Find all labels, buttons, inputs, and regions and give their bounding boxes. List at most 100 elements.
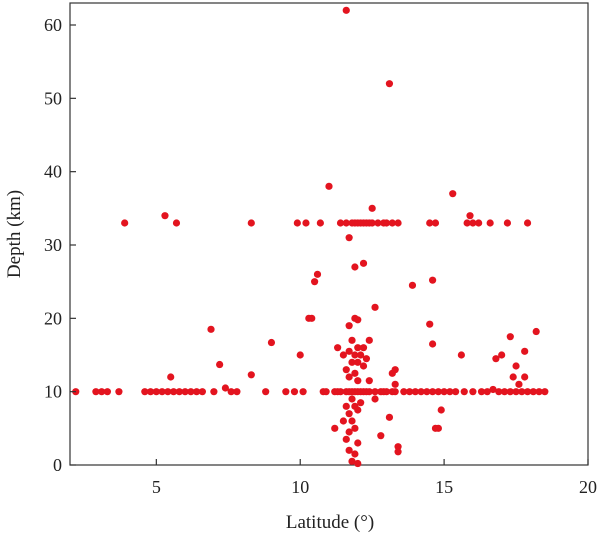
data-point [170, 388, 178, 396]
data-point [357, 351, 365, 359]
data-point [198, 388, 206, 396]
data-point [193, 388, 201, 396]
x-tick-label: 5 [152, 477, 161, 497]
data-point [146, 388, 155, 396]
data-point [469, 388, 477, 396]
data-point [426, 320, 434, 328]
data-point [535, 388, 543, 396]
data-point [227, 388, 235, 396]
data-point [348, 457, 356, 465]
data-point [408, 281, 417, 289]
data-point [172, 219, 181, 227]
plot-frame [69, 2, 589, 466]
data-point [351, 263, 359, 271]
data-point [342, 6, 350, 14]
data-point [345, 322, 353, 330]
x-tick-label: 20 [579, 477, 597, 497]
data-point [477, 388, 486, 396]
data-point [354, 316, 362, 324]
data-point [475, 219, 483, 227]
data-point [463, 219, 471, 227]
data-point [336, 388, 345, 396]
data-point [440, 388, 448, 396]
data-point [345, 373, 353, 381]
data-point [466, 212, 474, 220]
data-point [334, 344, 342, 352]
data-point [394, 448, 402, 456]
data-point [515, 380, 523, 388]
data-point [299, 388, 307, 396]
data-point [368, 219, 376, 227]
data-point [434, 424, 442, 432]
data-point [394, 443, 402, 451]
data-point [233, 388, 241, 396]
y-tick-label: 20 [44, 308, 62, 328]
data-point [362, 355, 371, 363]
data-point [359, 344, 368, 352]
data-points [72, 6, 549, 468]
data-point [141, 388, 149, 396]
x-tick-label: 15 [435, 477, 453, 497]
data-point [354, 459, 362, 468]
data-point [446, 388, 454, 396]
data-point [336, 219, 345, 227]
data-point [457, 351, 465, 359]
x-tick-label: 10 [291, 477, 309, 497]
y-tick-label: 50 [44, 88, 62, 108]
data-point [348, 417, 356, 425]
data-point [469, 219, 477, 227]
y-tick-label: 0 [53, 455, 62, 475]
data-point [348, 358, 356, 366]
data-point [342, 219, 350, 227]
y-tick-label: 10 [44, 382, 62, 402]
data-point [121, 219, 129, 227]
data-point [385, 413, 394, 421]
data-point [357, 399, 365, 407]
data-point [374, 219, 382, 227]
data-point [345, 410, 353, 418]
data-point [282, 388, 290, 396]
data-point [391, 388, 399, 396]
data-point [354, 377, 362, 385]
data-point [452, 388, 460, 396]
data-point [382, 388, 391, 396]
data-point [377, 432, 385, 440]
data-point [417, 388, 425, 396]
data-point [368, 204, 376, 212]
data-point [371, 395, 379, 403]
data-point [351, 424, 359, 432]
data-point [267, 338, 276, 347]
data-point [296, 351, 304, 359]
data-point [518, 388, 526, 396]
data-point [495, 388, 503, 396]
data-point [394, 219, 402, 227]
data-point [152, 388, 160, 396]
data-point [521, 373, 529, 381]
data-point [365, 377, 373, 385]
data-point [506, 333, 514, 341]
data-point [175, 388, 183, 396]
data-point [262, 388, 270, 396]
data-point [359, 362, 368, 370]
data-point [342, 402, 350, 410]
y-axis-title: Depth (km) [4, 190, 25, 278]
data-point [354, 439, 362, 447]
data-point [103, 388, 112, 396]
data-point [181, 388, 189, 396]
data-point [492, 355, 500, 363]
data-point [187, 388, 195, 396]
data-point [293, 219, 301, 227]
data-point [359, 259, 368, 267]
data-point [313, 270, 322, 278]
data-point [400, 388, 408, 396]
plot-area [69, 2, 589, 466]
data-point [483, 388, 491, 396]
data-point [460, 388, 468, 396]
data-point [503, 219, 512, 227]
data-point [98, 388, 106, 396]
data-point [331, 424, 339, 432]
data-point [308, 314, 316, 322]
data-point [207, 325, 215, 333]
data-point [388, 219, 396, 227]
data-point [342, 366, 350, 374]
